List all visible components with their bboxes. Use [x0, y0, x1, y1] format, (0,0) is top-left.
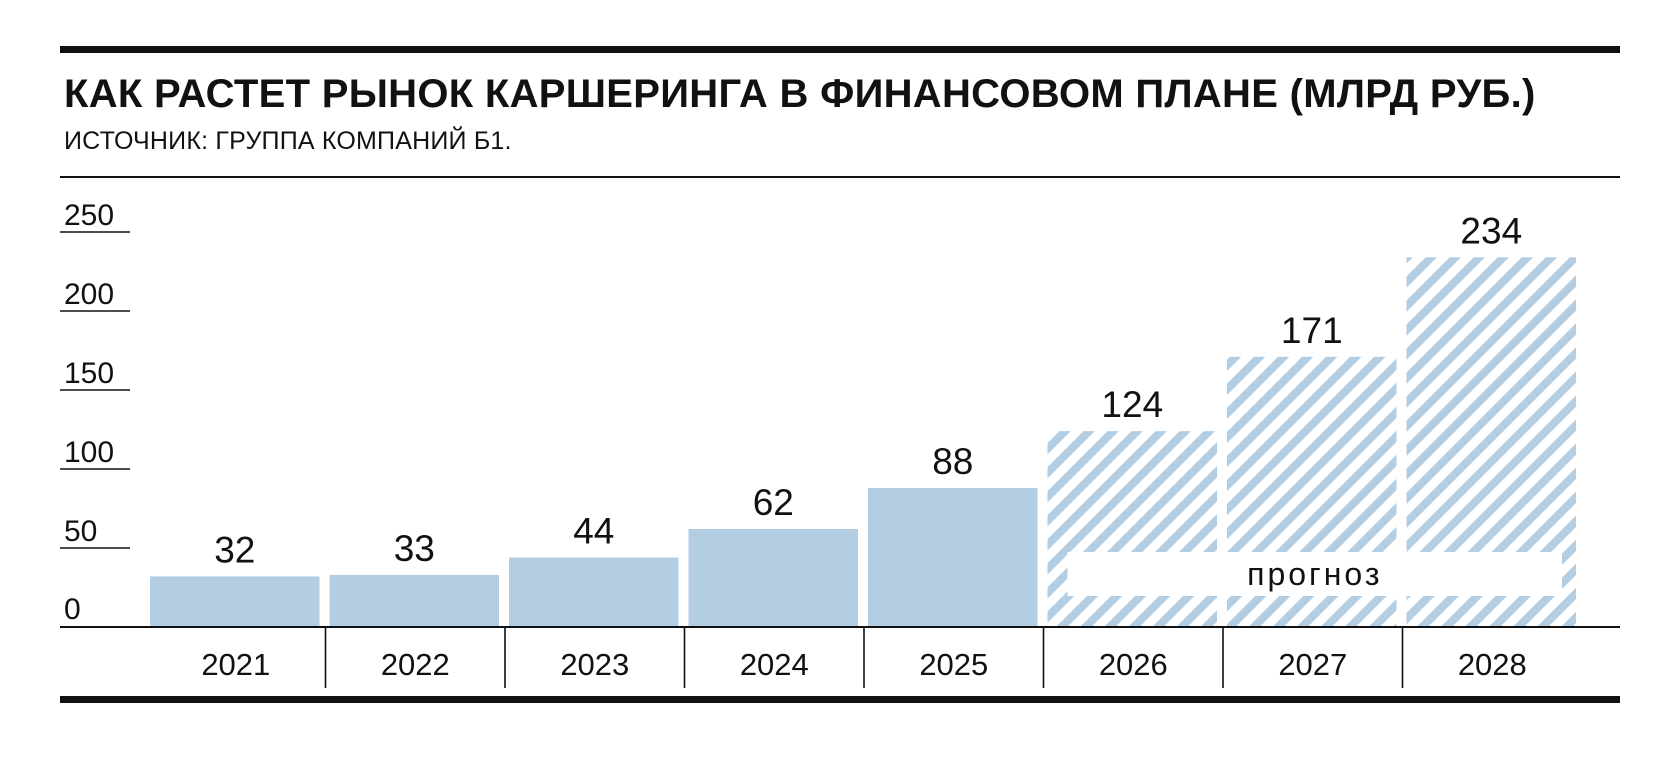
bar: [150, 576, 320, 627]
chart-title: КАК РАСТЕТ РЫНОК КАРШЕРИНГА В ФИНАНСОВОМ…: [64, 72, 1536, 116]
bar-value-label: 32: [214, 529, 255, 570]
bar: [688, 529, 858, 627]
chart-source: ИСТОЧНИК: ГРУППА КОМПАНИЙ Б1.: [64, 127, 512, 155]
forecast-label-box: [1067, 552, 1562, 596]
bar-value-label: 234: [1460, 210, 1522, 251]
x-tick-label: 2022: [381, 647, 450, 682]
x-tick-label: 2027: [1278, 647, 1347, 682]
y-tick-label: 0: [64, 593, 81, 626]
bar-value-label: 33: [394, 528, 435, 569]
bar-value-label: 171: [1281, 310, 1343, 351]
forecast-label: прогноз: [1247, 556, 1382, 592]
bar: [509, 557, 679, 627]
bar-value-label: 62: [753, 482, 794, 523]
header-divider: [60, 176, 1620, 178]
bar: [868, 488, 1038, 627]
x-tick-label: 2024: [740, 647, 809, 682]
y-tick-label: 100: [64, 436, 114, 469]
y-tick-label: 150: [64, 357, 114, 390]
x-tick-label: 2025: [919, 647, 988, 682]
forecast-bar: [1047, 431, 1217, 627]
y-tick-label: 50: [64, 515, 97, 548]
bar-value-label: 44: [573, 511, 614, 552]
bottom-rule: [60, 696, 1620, 703]
forecast-group: прогноз: [1067, 552, 1562, 596]
x-axis: 2021 2022 2023 2024 2025 2026 2027 2028: [60, 626, 1620, 688]
bar: [329, 574, 499, 627]
y-axis: 0 50 100 150 200 250: [60, 199, 130, 626]
x-tick-label: 2023: [560, 647, 629, 682]
top-rule: [60, 46, 1620, 53]
x-tick-label: 2021: [201, 647, 270, 682]
y-tick-label: 200: [64, 278, 114, 311]
x-tick-label: 2026: [1099, 647, 1168, 682]
x-tick-label: 2028: [1458, 647, 1527, 682]
bar-value-label: 124: [1101, 384, 1163, 425]
y-tick-label: 250: [64, 199, 114, 232]
bar-value-label: 88: [932, 441, 973, 482]
